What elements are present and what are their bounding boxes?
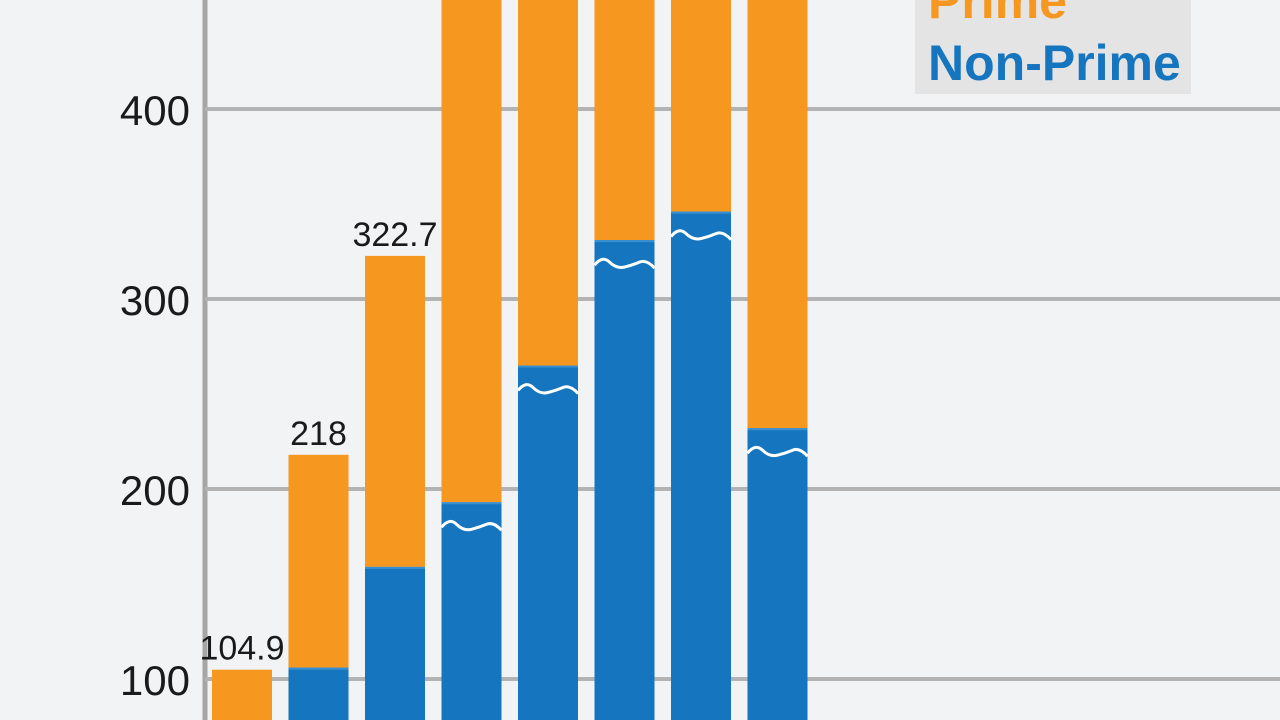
y-tick-label: 200: [120, 467, 190, 514]
bar-segment-non-prime: [594, 240, 655, 720]
bars: [212, 0, 809, 720]
bar-segment-non-prime: [747, 428, 808, 720]
bar-segment-prime: [747, 0, 808, 429]
data-label: 218: [290, 415, 347, 453]
legend-label-non-prime: Non-Prime: [928, 35, 1181, 91]
bar-segment-non-prime: [288, 667, 349, 720]
axis-break-mark: [593, 257, 656, 270]
bar-segment-prime: [671, 0, 731, 212]
bar-segment-non-prime: [365, 566, 425, 720]
bar-segment-prime: [441, 0, 502, 503]
y-tick-label: 400: [120, 87, 190, 134]
axis-break-mark: [440, 519, 503, 532]
bar-segment-prime: [365, 255, 425, 567]
legend: Prime Non-Prime: [915, 0, 1191, 94]
bar-segment-non-prime: [441, 502, 502, 720]
data-label: 104.9: [199, 630, 284, 668]
axis-break-mark: [516, 383, 580, 395]
bar-segment-prime: [518, 0, 578, 366]
bar-segment-non-prime: [518, 365, 578, 720]
data-label: 322.7: [352, 216, 437, 254]
y-tick-label: 300: [120, 277, 190, 324]
y-axis-ticks: 100 200 300 400: [120, 87, 190, 704]
axis-break-mark: [746, 445, 809, 458]
bar-segment-non-prime: [671, 211, 731, 720]
axis-break-mark: [669, 229, 733, 241]
legend-box: [915, 0, 1191, 94]
bar-segment-prime: [594, 0, 655, 241]
y-tick-label: 100: [120, 657, 190, 704]
legend-label-prime: Prime: [928, 0, 1067, 29]
bar-segment-prime: [288, 454, 349, 668]
bar-segment-prime: [212, 669, 272, 720]
